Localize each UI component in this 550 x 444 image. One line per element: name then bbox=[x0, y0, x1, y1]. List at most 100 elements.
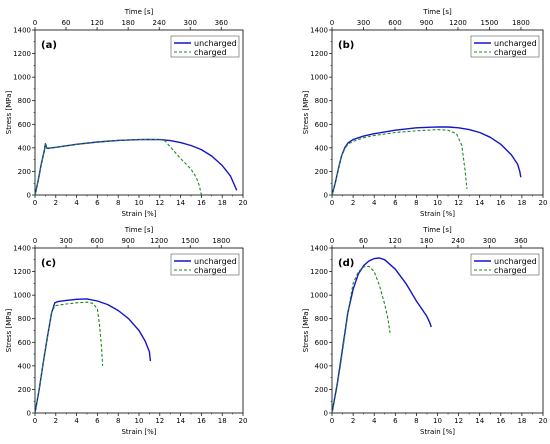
y-tick-label: 1200 bbox=[13, 268, 31, 276]
x-tick-label: 14 bbox=[475, 199, 484, 207]
y-tick-label: 1200 bbox=[13, 50, 31, 58]
y-tick-label: 600 bbox=[315, 339, 328, 347]
series-line-uncharged bbox=[331, 257, 432, 414]
top-axis-label: Time [s] bbox=[124, 8, 154, 16]
top-axis-label: Time [s] bbox=[422, 8, 452, 16]
legend-box bbox=[170, 35, 240, 58]
top-tick-label: 0 bbox=[330, 237, 334, 245]
x-axis-label: Strain [%] bbox=[121, 428, 156, 436]
x-tick-label: 0 bbox=[33, 199, 37, 207]
top-tick-label: 180 bbox=[420, 237, 433, 245]
top-tick-label: 300 bbox=[184, 19, 197, 27]
y-tick-label: 0 bbox=[324, 410, 328, 418]
x-tick-label: 8 bbox=[414, 417, 418, 425]
x-tick-label: 10 bbox=[433, 199, 442, 207]
panel-label: (a) bbox=[41, 40, 57, 51]
x-tick-label: 20 bbox=[239, 199, 248, 207]
x-tick-label: 4 bbox=[74, 199, 79, 207]
y-tick-label: 800 bbox=[315, 315, 328, 323]
x-tick-label: 2 bbox=[351, 417, 355, 425]
x-tick-label: 18 bbox=[517, 417, 526, 425]
x-tick-label: 4 bbox=[372, 199, 377, 207]
y-tick-label: 800 bbox=[18, 97, 31, 105]
y-tick-label: 1000 bbox=[310, 292, 328, 300]
top-tick-label: 0 bbox=[33, 237, 37, 245]
top-tick-label: 240 bbox=[152, 19, 165, 27]
x-tick-label: 16 bbox=[496, 417, 505, 425]
top-tick-label: 60 bbox=[359, 237, 368, 245]
x-tick-label: 20 bbox=[239, 417, 248, 425]
y-tick-label: 1400 bbox=[13, 27, 31, 35]
y-tick-label: 600 bbox=[18, 121, 31, 129]
panel-label: (b) bbox=[338, 40, 354, 51]
top-tick-label: 0 bbox=[33, 19, 37, 27]
x-tick-label: 20 bbox=[539, 199, 548, 207]
x-tick-label: 14 bbox=[176, 199, 185, 207]
panel-a: 0 2 4 6 8 10 12 14 16 18 2002004006008001000120014… bbox=[5, 8, 247, 218]
x-axis-label: Strain [%] bbox=[420, 210, 455, 218]
legend-label-uncharged: uncharged bbox=[494, 257, 537, 266]
x-tick-label: 6 bbox=[95, 199, 100, 207]
top-tick-label: 360 bbox=[514, 237, 527, 245]
x-tick-label: 18 bbox=[517, 199, 526, 207]
y-tick-label: 400 bbox=[18, 144, 31, 152]
y-axis-label: Stress [MPa] bbox=[302, 309, 310, 353]
panel-d: 0 2 4 6 8 10 12 14 16 18 2002004006008001000120014… bbox=[302, 226, 547, 436]
legend-label-charged: charged bbox=[194, 48, 227, 57]
y-tick-label: 200 bbox=[315, 168, 328, 176]
top-tick-label: 300 bbox=[59, 237, 72, 245]
top-tick-label: 1500 bbox=[181, 237, 199, 245]
legend-box bbox=[170, 253, 240, 276]
x-tick-label: 8 bbox=[116, 417, 120, 425]
top-axis-label: Time [s] bbox=[422, 226, 452, 234]
top-tick-label: 900 bbox=[121, 237, 134, 245]
y-tick-label: 200 bbox=[18, 168, 31, 176]
x-tick-label: 12 bbox=[454, 199, 463, 207]
x-tick-label: 16 bbox=[197, 417, 206, 425]
x-tick-label: 10 bbox=[433, 417, 442, 425]
top-tick-label: 300 bbox=[357, 19, 370, 27]
y-axis-label: Stress [MPa] bbox=[302, 91, 310, 135]
legend-label-uncharged: uncharged bbox=[194, 39, 237, 48]
top-tick-label: 1200 bbox=[150, 237, 168, 245]
x-tick-label: 0 bbox=[330, 417, 334, 425]
x-tick-label: 6 bbox=[95, 417, 100, 425]
series-line-charged bbox=[331, 129, 468, 196]
x-tick-label: 18 bbox=[218, 417, 227, 425]
y-axis-label: Stress [MPa] bbox=[5, 309, 13, 353]
top-tick-label: 240 bbox=[451, 237, 464, 245]
x-tick-label: 14 bbox=[475, 417, 484, 425]
y-tick-label: 0 bbox=[324, 192, 328, 200]
series-line-uncharged bbox=[34, 138, 238, 196]
top-tick-label: 300 bbox=[483, 237, 496, 245]
x-tick-label: 8 bbox=[116, 199, 120, 207]
legend-label-charged: charged bbox=[494, 48, 527, 57]
y-tick-label: 1400 bbox=[13, 245, 31, 253]
legend-label-charged: charged bbox=[194, 266, 227, 275]
x-tick-label: 16 bbox=[496, 199, 505, 207]
x-tick-label: 2 bbox=[54, 417, 58, 425]
x-axis-label: Strain [%] bbox=[420, 428, 455, 436]
top-tick-label: 600 bbox=[388, 19, 401, 27]
top-tick-label: 360 bbox=[215, 19, 228, 27]
legend-box bbox=[470, 253, 540, 276]
x-tick-label: 12 bbox=[155, 417, 164, 425]
x-tick-label: 16 bbox=[197, 199, 206, 207]
series-line-charged bbox=[331, 265, 391, 414]
series-line-charged bbox=[34, 139, 202, 196]
panel-label: (d) bbox=[338, 258, 354, 269]
top-tick-label: 120 bbox=[90, 19, 103, 27]
series-line-charged bbox=[34, 301, 104, 414]
y-tick-label: 1400 bbox=[310, 27, 328, 35]
top-tick-label: 120 bbox=[388, 237, 401, 245]
x-tick-label: 4 bbox=[74, 417, 79, 425]
y-axis-label: Stress [MPa] bbox=[5, 91, 13, 135]
y-tick-label: 1200 bbox=[310, 50, 328, 58]
legend-label-charged: charged bbox=[494, 266, 527, 275]
y-tick-label: 0 bbox=[27, 410, 31, 418]
y-tick-label: 200 bbox=[18, 386, 31, 394]
x-axis-label: Strain [%] bbox=[121, 210, 156, 218]
x-tick-label: 10 bbox=[135, 199, 144, 207]
